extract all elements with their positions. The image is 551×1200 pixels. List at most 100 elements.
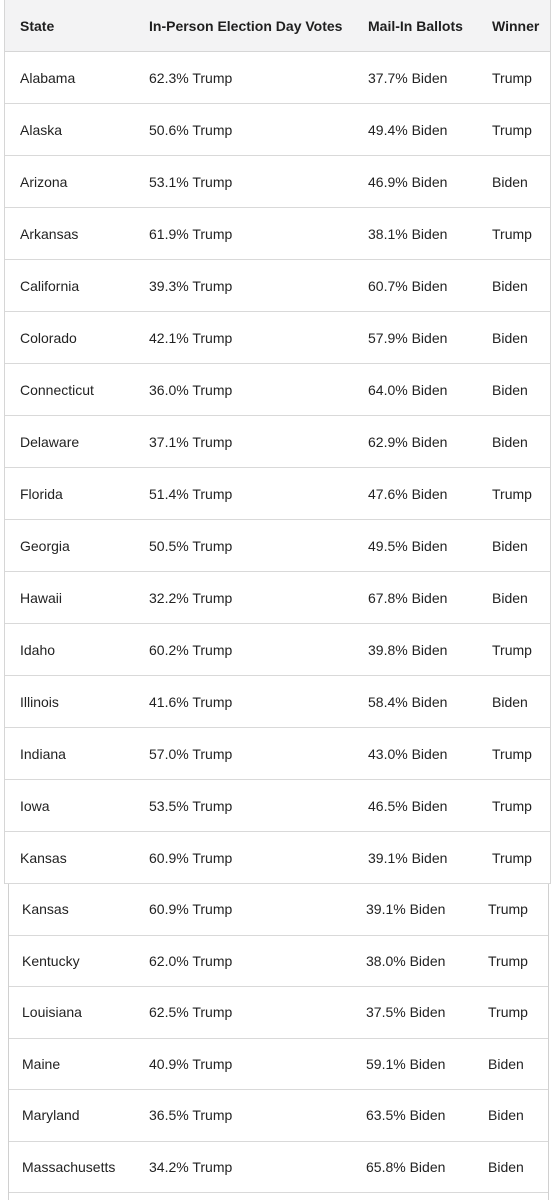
cell-in-person: 62.5% Trump — [149, 1004, 233, 1021]
cell-mail-in: 64.0% Biden — [368, 381, 448, 398]
table-row: Massachusetts 34.2% Trump 65.8% Biden Biden — [9, 1142, 548, 1193]
cell-state: Arkansas — [20, 225, 79, 242]
cell-in-person: 34.2% Trump — [149, 1158, 233, 1175]
cell-winner: Trump — [492, 225, 532, 242]
cell-mail-in: 49.4% Biden — [368, 121, 448, 138]
cell-in-person: 32.2% Trump — [149, 589, 233, 606]
cell-in-person: 40.9% Trump — [149, 1055, 233, 1072]
cell-mail-in: 62.9% Biden — [368, 433, 448, 450]
table-row: Alaska 50.6% Trump 49.4% Biden Trump — [5, 104, 550, 156]
cell-in-person: 62.3% Trump — [149, 69, 233, 86]
cell-state: Indiana — [20, 745, 66, 762]
cell-mail-in: 39.1% Biden — [366, 901, 446, 918]
table-row: Kentucky 62.0% Trump 38.0% Biden Trump — [9, 936, 548, 987]
table-row: Kansas 60.9% Trump 39.1% Biden Trump — [9, 884, 548, 936]
cell-in-person: 62.0% Trump — [149, 952, 233, 969]
cell-mail-in: 63.5% Biden — [366, 1107, 446, 1124]
cell-mail-in: 47.6% Biden — [368, 485, 448, 502]
header-mail-in: Mail-In Ballots — [368, 17, 463, 34]
table-row: Connecticut 36.0% Trump 64.0% Biden Biden — [5, 364, 550, 416]
table-row: Arizona 53.1% Trump 46.9% Biden Biden — [5, 156, 550, 208]
cell-winner: Trump — [488, 1004, 528, 1021]
cell-winner: Biden — [492, 589, 528, 606]
cell-winner: Trump — [492, 849, 532, 866]
cell-winner: Trump — [492, 745, 532, 762]
table-row: Georgia 50.5% Trump 49.5% Biden Biden — [5, 520, 550, 572]
cell-mail-in: 39.1% Biden — [368, 849, 448, 866]
cell-winner: Biden — [488, 1055, 524, 1072]
cell-mail-in: 59.1% Biden — [366, 1055, 446, 1072]
cell-mail-in: 39.8% Biden — [368, 641, 448, 658]
cell-state: Illinois — [20, 693, 59, 710]
cell-state: Arizona — [20, 173, 68, 190]
table-row: Louisiana 62.5% Trump 37.5% Biden Trump — [9, 987, 548, 1039]
cell-mail-in: 67.8% Biden — [368, 589, 448, 606]
table-body: Kansas 60.9% Trump 39.1% Biden Trump Kentuck… — [9, 884, 548, 1193]
cell-in-person: 36.0% Trump — [149, 381, 233, 398]
table-row: Kansas 60.9% Trump 39.1% Biden Trump — [5, 832, 550, 884]
table-row: Florida 51.4% Trump 47.6% Biden Trump — [5, 468, 550, 520]
cell-winner: Biden — [492, 433, 528, 450]
cell-winner: Biden — [492, 693, 528, 710]
cell-state: Massachusetts — [22, 1158, 116, 1175]
cell-in-person: 50.5% Trump — [149, 537, 233, 554]
cell-mail-in: 58.4% Biden — [368, 693, 448, 710]
cell-in-person: 60.9% Trump — [149, 901, 233, 918]
cell-winner: Biden — [492, 381, 528, 398]
table-row: Alabama 62.3% Trump 37.7% Biden Trump — [5, 52, 550, 104]
cell-state: Kentucky — [22, 952, 80, 969]
cell-in-person: 37.1% Trump — [149, 433, 233, 450]
cell-in-person: 53.5% Trump — [149, 797, 233, 814]
cell-winner: Biden — [488, 1158, 524, 1175]
table-header: State In-Person Election Day Votes Mail-… — [5, 0, 550, 52]
cell-winner: Trump — [488, 901, 528, 918]
cell-state: Maryland — [22, 1107, 80, 1124]
cell-winner: Biden — [492, 537, 528, 554]
cell-state: Alabama — [20, 69, 76, 86]
cell-state: Maine — [22, 1055, 61, 1072]
table-row: Maine 40.9% Trump 59.1% Biden Biden — [9, 1039, 548, 1090]
cell-in-person: 50.6% Trump — [149, 121, 233, 138]
cell-state: Idaho — [20, 641, 56, 658]
cell-state: Louisiana — [22, 1004, 82, 1021]
cell-in-person: 61.9% Trump — [149, 225, 233, 242]
cell-state: Georgia — [20, 537, 70, 554]
cell-winner: Trump — [492, 641, 532, 658]
table-row: Colorado 42.1% Trump 57.9% Biden Biden — [5, 312, 550, 364]
cell-mail-in: 57.9% Biden — [368, 329, 448, 346]
cell-state: Alaska — [20, 121, 63, 138]
election-table-top: State In-Person Election Day Votes Mail-… — [4, 0, 551, 884]
header-winner: Winner — [492, 17, 540, 34]
cell-in-person: 39.3% Trump — [149, 277, 233, 294]
cell-mail-in: 37.5% Biden — [366, 1004, 446, 1021]
cell-in-person: 41.6% Trump — [149, 693, 233, 710]
cell-winner: Biden — [488, 1107, 524, 1124]
cell-winner: Biden — [492, 277, 528, 294]
cell-mail-in: 37.7% Biden — [368, 69, 448, 86]
cell-winner: Trump — [492, 69, 532, 86]
table-row: Iowa 53.5% Trump 46.5% Biden Trump — [5, 780, 550, 832]
table-row: California 39.3% Trump 60.7% Biden Biden — [5, 260, 550, 312]
cell-state: Hawaii — [20, 589, 63, 606]
table-row: Hawaii 32.2% Trump 67.8% Biden Biden — [5, 572, 550, 624]
cell-in-person: 53.1% Trump — [149, 173, 233, 190]
cell-mail-in: 49.5% Biden — [368, 537, 448, 554]
table-row: Illinois 41.6% Trump 58.4% Biden Biden — [5, 676, 550, 728]
header-state: State — [20, 17, 55, 34]
cell-winner: Biden — [492, 329, 528, 346]
table-row: Arkansas 61.9% Trump 38.1% Biden Trump — [5, 208, 550, 260]
cell-winner: Biden — [492, 173, 528, 190]
header-in-person: In-Person Election Day Votes — [149, 17, 343, 34]
cell-state: Colorado — [20, 329, 77, 346]
cell-in-person: 36.5% Trump — [149, 1107, 233, 1124]
cell-state: Florida — [20, 485, 63, 502]
cell-winner: Trump — [488, 952, 528, 969]
cell-state: Iowa — [20, 797, 50, 814]
table-row: Delaware 37.1% Trump 62.9% Biden Biden — [5, 416, 550, 468]
election-table-bottom: Kansas 60.9% Trump 39.1% Biden Trump Kentuck… — [8, 884, 549, 1200]
cell-mail-in: 60.7% Biden — [368, 277, 448, 294]
cell-mail-in: 43.0% Biden — [368, 745, 448, 762]
cell-mail-in: 46.9% Biden — [368, 173, 448, 190]
cell-state: Connecticut — [20, 381, 94, 398]
cell-state: Kansas — [20, 849, 67, 866]
